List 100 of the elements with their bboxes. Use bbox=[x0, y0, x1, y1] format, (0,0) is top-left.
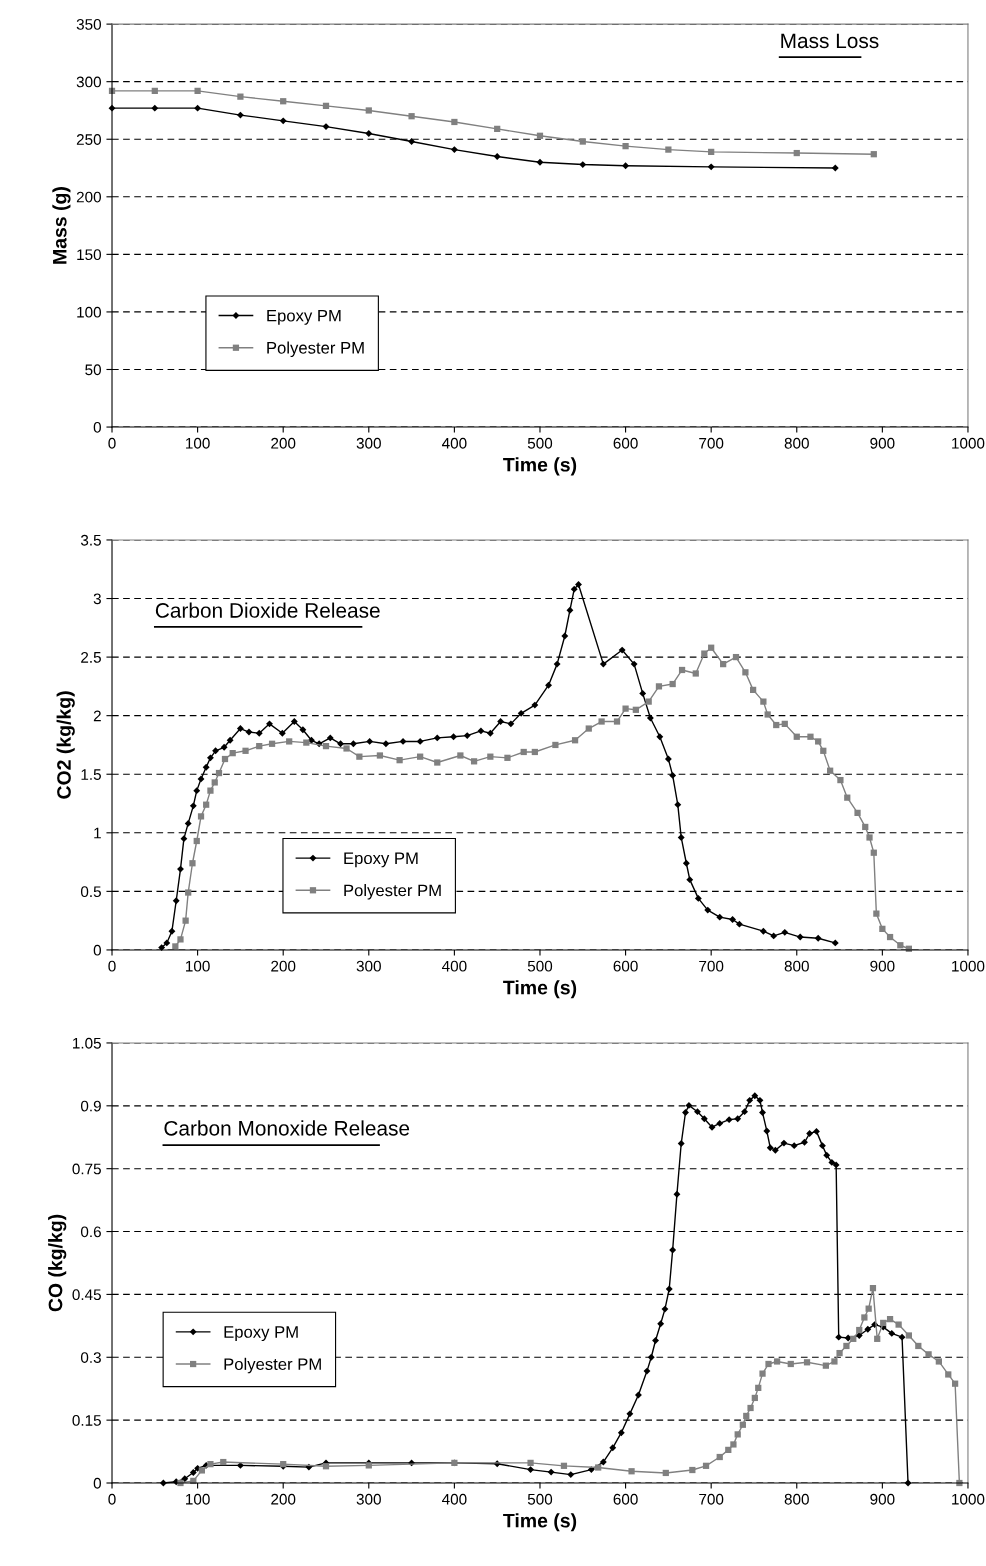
x-tick-label: 300 bbox=[356, 1493, 381, 1505]
point bbox=[787, 1360, 794, 1368]
point bbox=[905, 1332, 913, 1339]
y-tick-label: 300 bbox=[76, 76, 101, 88]
y-tick-label: 150 bbox=[77, 249, 101, 261]
point bbox=[220, 1458, 227, 1466]
y-tick-label: 0.6 bbox=[80, 1226, 101, 1238]
legend-label: Polyester PM bbox=[224, 1357, 321, 1374]
point bbox=[451, 118, 458, 126]
y-tick-label: 0 bbox=[93, 1477, 101, 1489]
point bbox=[322, 102, 330, 109]
point bbox=[198, 1467, 206, 1474]
x-tick-label: 500 bbox=[527, 437, 553, 449]
point bbox=[494, 125, 501, 132]
x-tick-label: 100 bbox=[186, 437, 210, 449]
point bbox=[803, 1359, 811, 1366]
point bbox=[237, 93, 244, 100]
legend-label: Polyester PM bbox=[267, 341, 364, 358]
x-tick-label: 600 bbox=[613, 437, 638, 449]
legend-label: Epoxy PM bbox=[344, 852, 418, 868]
point bbox=[773, 1358, 781, 1365]
x-tick-label: 900 bbox=[870, 960, 895, 972]
y-axis-title: CO2 (kg/kg) bbox=[56, 691, 75, 799]
x-tick-label: 0 bbox=[108, 437, 116, 449]
x-tick-label: 100 bbox=[186, 1493, 210, 1505]
x-tick-label: 100 bbox=[186, 960, 210, 972]
point bbox=[743, 1412, 750, 1420]
y-tick-label: 0.5 bbox=[80, 886, 101, 898]
point bbox=[869, 1285, 877, 1292]
point bbox=[408, 138, 416, 145]
y-tick-label: 2 bbox=[93, 710, 101, 722]
x-tick-label: 400 bbox=[442, 437, 467, 449]
x-tick-label: 1000 bbox=[952, 437, 985, 449]
point bbox=[708, 148, 715, 156]
point bbox=[279, 117, 287, 125]
point bbox=[755, 1384, 762, 1391]
point bbox=[207, 1461, 214, 1468]
point bbox=[536, 132, 544, 139]
point bbox=[579, 138, 586, 145]
point bbox=[886, 1316, 894, 1323]
point bbox=[850, 1335, 857, 1342]
x-tick-label: 700 bbox=[699, 960, 724, 972]
y-tick-label: 1.5 bbox=[81, 769, 101, 780]
point bbox=[831, 1358, 838, 1365]
point bbox=[880, 1319, 887, 1327]
point bbox=[622, 143, 629, 150]
point bbox=[579, 161, 587, 168]
point bbox=[793, 149, 800, 157]
x-tick-label: 900 bbox=[870, 1493, 895, 1505]
point bbox=[689, 1466, 696, 1474]
x-tick-label: 700 bbox=[699, 1493, 724, 1505]
point bbox=[702, 1462, 710, 1469]
point bbox=[747, 1404, 754, 1412]
point bbox=[874, 1335, 881, 1342]
point bbox=[151, 104, 159, 112]
y-tick-label: 1.05 bbox=[73, 1037, 101, 1049]
x-tick-label: 600 bbox=[613, 960, 638, 972]
y-axis-title: Mass (g) bbox=[52, 187, 71, 264]
annotation: Mass Loss bbox=[781, 33, 879, 49]
point bbox=[151, 87, 158, 95]
point bbox=[408, 113, 415, 120]
point bbox=[870, 151, 877, 158]
x-tick-label: 300 bbox=[356, 960, 381, 972]
point bbox=[865, 1305, 872, 1312]
y-tick-label: 200 bbox=[76, 191, 101, 203]
y-tick-label: 2.5 bbox=[81, 651, 101, 663]
legend-label: Epoxy PM bbox=[267, 309, 341, 325]
point bbox=[895, 1321, 902, 1328]
point bbox=[662, 1469, 669, 1477]
x-tick-label: 400 bbox=[442, 1493, 467, 1505]
y-tick-label: 250 bbox=[76, 134, 101, 145]
point bbox=[560, 1462, 568, 1469]
y-tick-label: 0.45 bbox=[72, 1289, 101, 1301]
y-tick-label: 0.9 bbox=[80, 1100, 101, 1112]
legend-label: Polyester PM bbox=[344, 884, 441, 900]
point bbox=[822, 1362, 829, 1369]
point bbox=[322, 1463, 330, 1470]
point bbox=[730, 1441, 737, 1448]
point bbox=[759, 1370, 766, 1377]
annotation: Carbon Monoxide Release bbox=[164, 1120, 410, 1136]
point bbox=[945, 1371, 952, 1378]
point bbox=[765, 1360, 772, 1368]
point bbox=[493, 153, 501, 160]
x-axis-title: Time (s) bbox=[503, 457, 577, 476]
x-tick-label: 900 bbox=[870, 437, 895, 449]
y-tick-label: 0 bbox=[93, 944, 101, 956]
y-axis-title: CO (kg/kg) bbox=[48, 1214, 67, 1312]
point bbox=[365, 130, 373, 137]
x-tick-label: 200 bbox=[271, 437, 296, 449]
y-tick-label: 0.3 bbox=[80, 1352, 101, 1363]
x-tick-label: 500 bbox=[527, 960, 553, 972]
point bbox=[925, 1351, 932, 1358]
x-tick-label: 1000 bbox=[952, 960, 985, 972]
point bbox=[194, 87, 201, 95]
x-axis-title: Time (s) bbox=[503, 1513, 577, 1532]
point bbox=[856, 1326, 863, 1334]
y-tick-label: 0.75 bbox=[72, 1163, 101, 1175]
y-tick-label: 3 bbox=[93, 593, 101, 605]
point bbox=[734, 1431, 741, 1438]
point bbox=[915, 1342, 922, 1350]
